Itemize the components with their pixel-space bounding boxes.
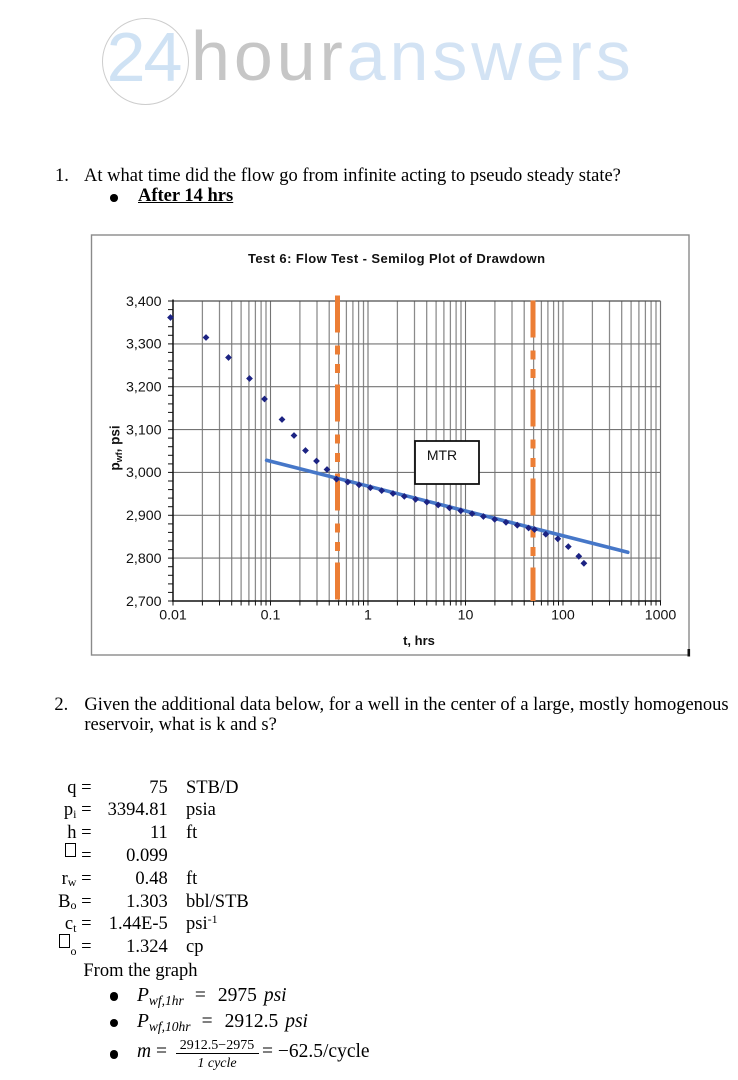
svg-text:0.1: 0.1	[261, 608, 281, 624]
svg-text:3,100: 3,100	[126, 422, 162, 438]
svg-text:1: 1	[364, 608, 372, 624]
svg-text:3,300: 3,300	[126, 337, 162, 353]
svg-text:pwf, psi: pwf, psi	[108, 425, 125, 470]
svg-text:MTR: MTR	[427, 447, 457, 463]
svg-text:3,400: 3,400	[126, 294, 162, 310]
svg-text:Test 6: Flow Test - Semilog Pl: Test 6: Flow Test - Semilog Plot of Draw…	[248, 251, 546, 266]
svg-text:2,800: 2,800	[126, 551, 162, 567]
svg-text:t, hrs: t, hrs	[403, 633, 435, 648]
svg-text:2,900: 2,900	[126, 508, 162, 524]
svg-text:3,000: 3,000	[126, 465, 162, 481]
svg-text:2,700: 2,700	[126, 594, 162, 610]
svg-text:0.01: 0.01	[159, 608, 187, 624]
svg-text:100: 100	[551, 608, 575, 624]
svg-text:3,200: 3,200	[126, 380, 162, 396]
svg-text:10: 10	[458, 608, 474, 624]
svg-text:1000: 1000	[645, 608, 677, 624]
